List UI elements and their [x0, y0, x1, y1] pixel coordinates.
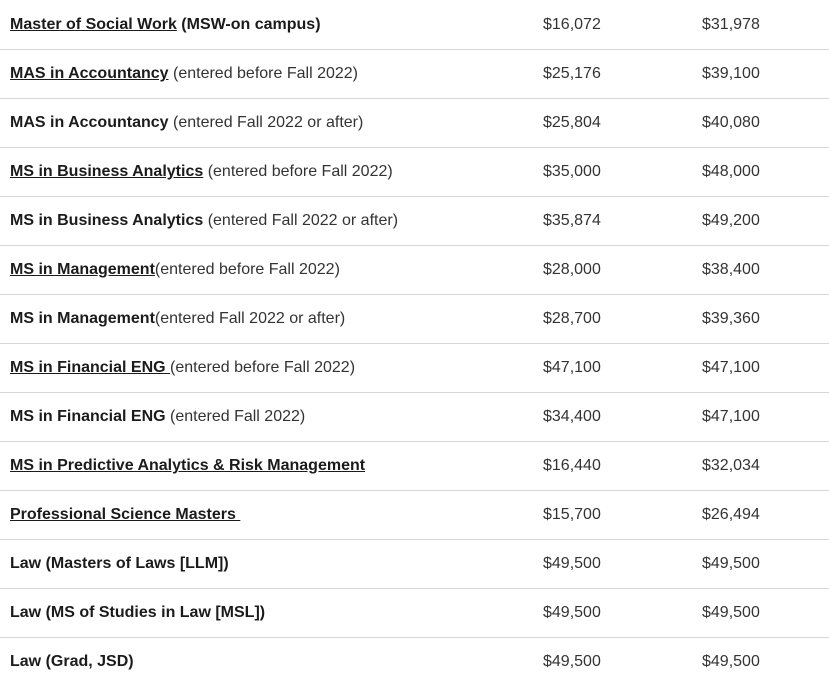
- program-cell: Master of Social Work (MSW-on campus): [0, 16, 533, 34]
- table-row: Professional Science Masters $15,700 $26…: [0, 490, 829, 539]
- tuition-amount-1: $34,400: [543, 408, 601, 425]
- table-row: Master of Social Work (MSW-on campus) $1…: [0, 0, 829, 49]
- program-qualifier: (entered before Fall 2022): [154, 261, 340, 278]
- table-row: MS in Business Analytics (entered before…: [0, 147, 829, 196]
- table-row: MS in Business Analytics (entered Fall 2…: [0, 196, 829, 245]
- program-name: MS in Management: [10, 310, 155, 327]
- program-cell: MS in Business Analytics (entered before…: [0, 163, 533, 181]
- tuition-amount-2: $48,000: [702, 163, 760, 180]
- program-cell: MS in Financial ENG (entered Fall 2022): [0, 408, 533, 426]
- tuition-amount-1: $16,440: [543, 457, 601, 474]
- table-row: Law (Masters of Laws [LLM]) $49,500 $49,…: [0, 539, 829, 588]
- tuition-amount-2: $39,360: [702, 310, 760, 327]
- table-row: MS in Financial ENG (entered Fall 2022) …: [0, 392, 829, 441]
- program-cell: MS in Management(entered before Fall 202…: [0, 261, 533, 279]
- program-cell: Professional Science Masters: [0, 506, 533, 524]
- table-row: MAS in Accountancy (entered before Fall …: [0, 49, 829, 98]
- tuition-amount-2: $40,080: [702, 114, 760, 131]
- tuition-amount-1: $35,874: [543, 212, 601, 229]
- program-name: MS in Business Analytics: [10, 212, 204, 229]
- program-link[interactable]: MS in Predictive Analytics & Risk Manage…: [10, 457, 366, 474]
- tuition-amount-2: $32,034: [702, 457, 760, 474]
- table-row: MAS in Accountancy (entered Fall 2022 or…: [0, 98, 829, 147]
- table-row: MS in Management(entered before Fall 202…: [0, 245, 829, 294]
- program-cell: MAS in Accountancy (entered Fall 2022 or…: [0, 114, 533, 132]
- program-cell: MS in Predictive Analytics & Risk Manage…: [0, 457, 533, 475]
- program-name: Law (Masters of Laws [LLM]): [10, 555, 229, 572]
- tuition-amount-1: $16,072: [543, 15, 601, 33]
- program-qualifier: (entered Fall 2022): [165, 408, 306, 425]
- program-cell: MS in Business Analytics (entered Fall 2…: [0, 212, 533, 230]
- table-row: MS in Management(entered Fall 2022 or af…: [0, 294, 829, 343]
- tuition-amount-1: $28,000: [543, 261, 601, 278]
- program-name: Law (MS of Studies in Law [MSL]): [10, 604, 266, 621]
- program-link[interactable]: MAS in Accountancy: [10, 65, 169, 82]
- tuition-amount-2: $47,100: [702, 408, 760, 425]
- program-link[interactable]: MS in Financial ENG: [10, 359, 171, 376]
- program-qualifier: (entered before Fall 2022): [168, 65, 358, 82]
- tuition-amount-2: $49,500: [702, 604, 760, 621]
- program-qualifier: (entered before Fall 2022): [203, 163, 393, 180]
- tuition-amount-1: $49,500: [543, 653, 601, 670]
- table-row: Law (Grad, JSD) $49,500 $49,500: [0, 637, 829, 686]
- tuition-amount-1: $25,804: [543, 114, 601, 131]
- program-cell: MS in Financial ENG (entered before Fall…: [0, 359, 533, 377]
- program-name: MAS in Accountancy: [10, 114, 169, 131]
- tuition-amount-2: $49,500: [702, 653, 760, 670]
- program-link[interactable]: MS in Business Analytics: [10, 163, 204, 180]
- tuition-amount-2: $31,978: [702, 15, 760, 33]
- program-link[interactable]: Master of Social Work: [10, 15, 177, 33]
- tuition-amount-1: $49,500: [543, 604, 601, 621]
- program-cell: Law (Masters of Laws [LLM]): [0, 555, 533, 573]
- table-row: Law (MS of Studies in Law [MSL]) $49,500…: [0, 588, 829, 637]
- tuition-amount-1: $47,100: [543, 359, 601, 376]
- tuition-amount-1: $25,176: [543, 65, 601, 82]
- table-row: MS in Financial ENG (entered before Fall…: [0, 343, 829, 392]
- program-name: Law (Grad, JSD): [10, 653, 134, 670]
- program-qualifier: (entered Fall 2022 or after): [203, 212, 399, 229]
- program-cell: Law (Grad, JSD): [0, 653, 533, 671]
- program-name: MS in Financial ENG: [10, 408, 166, 425]
- program-cell: MAS in Accountancy (entered before Fall …: [0, 65, 533, 83]
- program-qualifier: (entered Fall 2022 or after): [154, 310, 346, 327]
- tuition-amount-2: $47,100: [702, 359, 760, 376]
- program-link[interactable]: MS in Management: [10, 261, 155, 278]
- table-row: MS in Predictive Analytics & Risk Manage…: [0, 441, 829, 490]
- tuition-amount-1: $49,500: [543, 555, 601, 572]
- program-qualifier: (entered before Fall 2022): [170, 359, 356, 376]
- program-link[interactable]: Professional Science Masters: [10, 506, 241, 523]
- tuition-amount-1: $35,000: [543, 163, 601, 180]
- tuition-amount-2: $49,500: [702, 555, 760, 572]
- tuition-amount-2: $39,100: [702, 65, 760, 82]
- program-cell: Law (MS of Studies in Law [MSL]): [0, 604, 533, 622]
- tuition-amount-1: $15,700: [543, 506, 601, 523]
- tuition-amount-2: $38,400: [702, 261, 760, 278]
- program-qualifier: (MSW-on campus): [176, 15, 321, 33]
- tuition-amount-2: $49,200: [702, 212, 760, 229]
- tuition-amount-2: $26,494: [702, 506, 760, 523]
- program-cell: MS in Management(entered Fall 2022 or af…: [0, 310, 533, 328]
- program-qualifier: (entered Fall 2022 or after): [168, 114, 364, 131]
- tuition-amount-1: $28,700: [543, 310, 601, 327]
